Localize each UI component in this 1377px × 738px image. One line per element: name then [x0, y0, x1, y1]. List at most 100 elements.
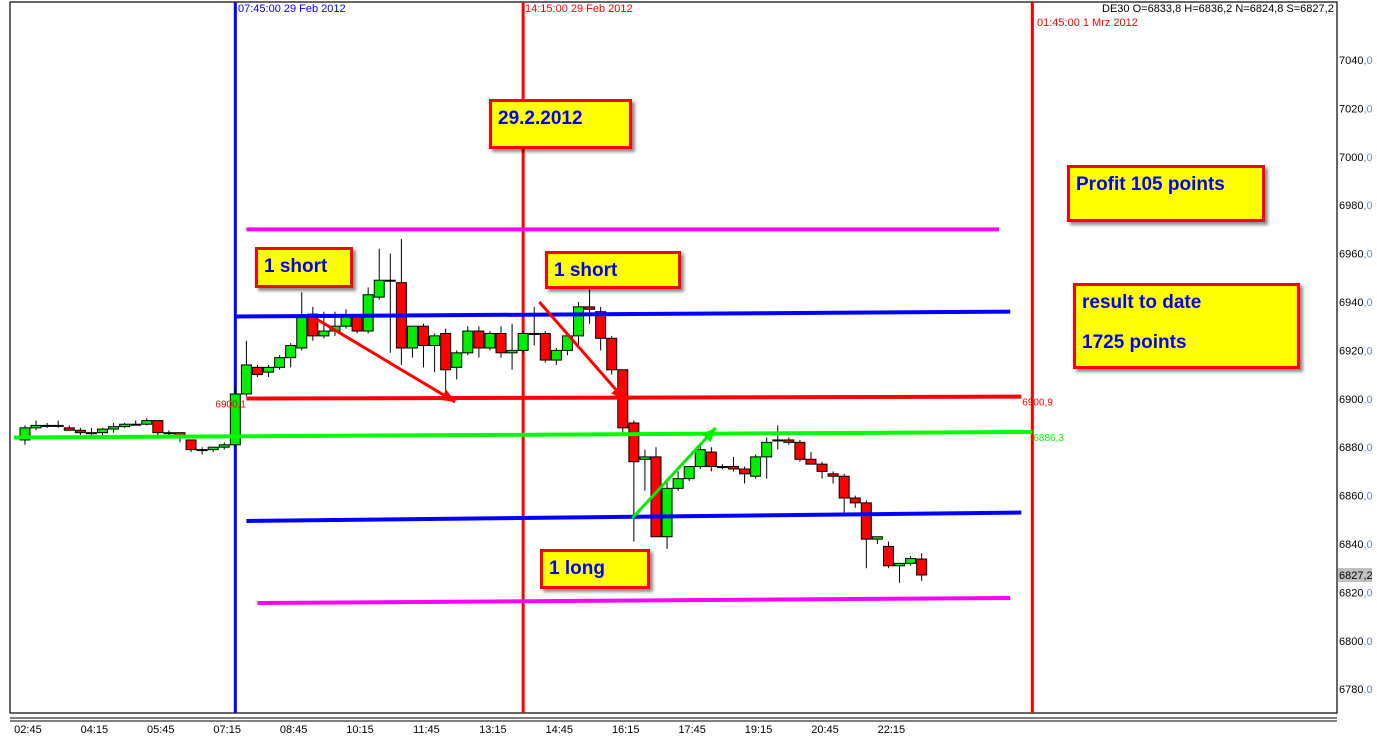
note-long: 1 long: [540, 549, 650, 589]
candle-body: [218, 444, 230, 448]
candle-body: [506, 349, 518, 354]
candle-body: [207, 446, 219, 451]
arrow-line: [538, 301, 627, 401]
candle-body: [74, 429, 86, 434]
candle-body: [871, 536, 883, 540]
candle-body: [584, 306, 596, 310]
candle-body: [694, 449, 706, 468]
trend-line-green-middle: [13, 429, 1033, 440]
x-tick-label: 10:15: [346, 724, 374, 736]
symbol-label: DE30: [1102, 3, 1130, 15]
candle-body: [606, 337, 618, 371]
x-tick-label: 05:45: [147, 724, 175, 736]
candle-body: [52, 424, 64, 427]
vertical-marker-label-2: 14:15:00 29 Feb 2012: [525, 3, 633, 15]
y-tick-label: 6940,0: [1339, 297, 1373, 309]
candle-body: [761, 441, 773, 458]
candle-body: [152, 420, 164, 434]
note-short-2: 1 short: [545, 251, 681, 289]
x-tick-label: 14:45: [546, 724, 574, 736]
trend-line-end-label: 6900,9: [1022, 398, 1053, 409]
trend-line-start-label: 6900,1: [215, 400, 246, 411]
arrow-head-icon: [701, 427, 716, 443]
candle-body: [838, 475, 850, 499]
candle-body: [362, 294, 374, 332]
candle-body: [85, 432, 97, 435]
arrow-line: [317, 318, 457, 404]
y-tick-label: 6980,0: [1339, 200, 1373, 212]
y-tick-label: 6780,0: [1339, 684, 1373, 696]
candle-body: [141, 420, 153, 425]
candle-body: [373, 279, 385, 298]
y-tick-label: 7040,0: [1339, 55, 1373, 67]
note-result-line1: result to date: [1082, 292, 1202, 313]
trend-line-blue-upper: [235, 309, 1011, 319]
candle-body: [429, 335, 441, 347]
x-tick-label: 16:15: [612, 724, 640, 736]
trend-line-end-label: 6886,3: [1033, 433, 1064, 444]
candle-body: [727, 466, 739, 470]
x-tick-label: 08:45: [280, 724, 308, 736]
candle-body: [595, 311, 607, 339]
vertical-marker-label-1: 07:45:00 29 Feb 2012: [238, 3, 346, 15]
candle-body: [285, 345, 297, 359]
y-tick-label: 6860,0: [1339, 491, 1373, 503]
candle-body: [19, 427, 31, 441]
candle-body: [827, 473, 839, 477]
note-date: 29.2.2012: [489, 99, 632, 149]
candle-body: [41, 424, 53, 427]
candle-body: [63, 427, 75, 431]
note-profit: Profit 105 points: [1067, 165, 1265, 222]
candle-body: [119, 423, 131, 428]
candle-body: [794, 441, 806, 460]
y-tick-label: 6800,0: [1339, 636, 1373, 648]
y-tick-label: 6880,0: [1339, 442, 1373, 454]
candle-body: [683, 466, 695, 480]
candle-body: [451, 352, 463, 368]
candle-body: [849, 497, 861, 504]
candle-body: [163, 432, 175, 435]
candle-body: [750, 456, 762, 477]
candle-body: [108, 426, 120, 430]
ohlc-header: DE30 O=6833,8 H=6836,2 N=6824,8 S=6827,2: [1102, 3, 1334, 15]
candle-body: [916, 558, 928, 576]
candle-body: [550, 349, 562, 361]
candle-body: [905, 558, 917, 564]
candle-body: [30, 424, 42, 429]
candle-body: [894, 562, 906, 567]
arrow-line: [631, 426, 717, 520]
candle-body: [783, 439, 795, 443]
candle-body: [473, 330, 485, 349]
note-result: result to date 1725 points: [1073, 283, 1300, 369]
ohlc-values: O=6833,8 H=6836,2 N=6824,8 S=6827,2: [1132, 3, 1334, 15]
y-tick-label: 6920,0: [1339, 345, 1373, 357]
candle-body: [318, 330, 330, 337]
note-result-line2: 1725 points: [1082, 332, 1187, 353]
candle-body: [251, 366, 263, 376]
plot-frame: [9, 1, 1338, 714]
candle-body: [573, 306, 584, 337]
note-short-1: 1 short: [255, 247, 353, 288]
candle-body: [528, 332, 540, 335]
candle-body: [739, 468, 751, 475]
candle-body: [130, 423, 142, 426]
candle-body: [882, 545, 894, 567]
y-tick-label: 6820,0: [1339, 587, 1373, 599]
last-price-tag: [1338, 567, 1372, 582]
x-tick-label: 02:45: [14, 724, 42, 736]
x-tick-label: 11:45: [413, 724, 440, 736]
candle-body: [185, 439, 197, 451]
candle-body: [196, 449, 208, 452]
candle-body: [705, 451, 717, 468]
candle-body: [229, 393, 241, 446]
candle-body: [772, 439, 784, 442]
arrow-head-icon: [611, 385, 625, 401]
x-tick-label: 19:15: [745, 724, 773, 736]
candle-body: [539, 332, 551, 361]
candle-body: [639, 456, 651, 460]
candle-body: [274, 357, 286, 368]
trend-line-red-middle: [246, 394, 1022, 401]
y-tick-label: 6960,0: [1339, 249, 1373, 261]
candle-body: [462, 330, 474, 354]
